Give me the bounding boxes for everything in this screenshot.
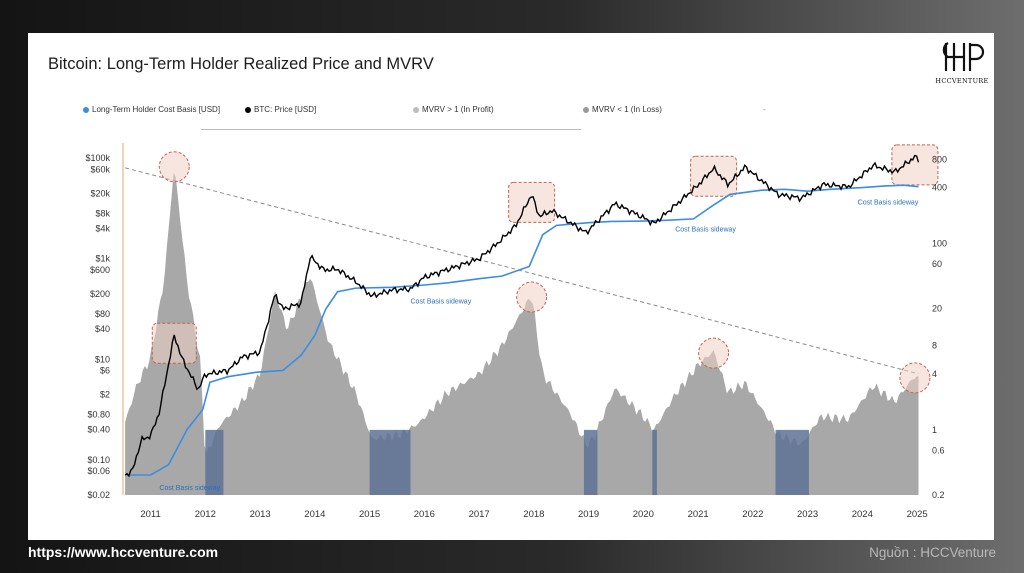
y-right-tick-label: 60 bbox=[932, 259, 942, 269]
cost-basis-annotation: Cost Basis sideway bbox=[159, 485, 220, 492]
legend-tail: - bbox=[763, 105, 766, 114]
x-tick-label: 2018 bbox=[523, 509, 544, 520]
y-left-tick-label: $8k bbox=[95, 208, 110, 218]
legend-item-lth-cost-basis[interactable]: Long-Term Holder Cost Basis [USD] bbox=[83, 105, 220, 114]
x-tick-label: 2012 bbox=[195, 509, 216, 520]
legend-scrollbar[interactable] bbox=[201, 129, 581, 130]
x-tick-label: 2011 bbox=[140, 509, 160, 520]
mvrv-loss-band bbox=[775, 429, 809, 495]
y-left-tick-label: $10 bbox=[95, 354, 110, 364]
legend-dot-icon bbox=[413, 106, 419, 113]
chart-title: Bitcoin: Long-Term Holder Realized Price… bbox=[48, 55, 434, 73]
price-peak-highlight bbox=[891, 144, 939, 186]
cost-basis-annotation: Cost Basis sideway bbox=[858, 199, 919, 206]
y-left-tick-label: $0.80 bbox=[87, 409, 110, 419]
mvrv-peak-highlight bbox=[158, 151, 190, 183]
mvrv-loss-band bbox=[205, 429, 224, 495]
y-left-tick-label: $4k bbox=[95, 223, 110, 233]
x-tick-label: 2021 bbox=[688, 509, 709, 520]
x-tick-label: 2015 bbox=[359, 509, 380, 520]
legend-item-mvrv-profit[interactable]: MVRV > 1 (In Profit) bbox=[413, 105, 494, 114]
mvrv-peak-highlight bbox=[698, 337, 730, 369]
mvrv-loss-band bbox=[369, 429, 411, 495]
legend-label: MVRV > 1 (In Profit) bbox=[422, 105, 494, 114]
y-right-tick-label: 8 bbox=[932, 341, 937, 351]
legend-label: BTC: Price [USD] bbox=[254, 105, 317, 114]
price-peak-highlight bbox=[690, 155, 738, 197]
x-tick-label: 2022 bbox=[742, 509, 763, 520]
y-left-tick-label: $60k bbox=[90, 164, 110, 174]
hp-monogram-logo-icon bbox=[942, 42, 985, 71]
y-right-tick-label: 400 bbox=[932, 182, 947, 192]
legend-dot-icon bbox=[583, 106, 589, 113]
y-left-tick-label: $0.40 bbox=[87, 425, 110, 435]
price-peak-highlight bbox=[151, 322, 197, 364]
chart-card: Bitcoin: Long-Term Holder Realized Price… bbox=[28, 33, 994, 540]
y-left-tick-label: $6 bbox=[100, 365, 110, 375]
y-left-tick-label: $2 bbox=[100, 389, 110, 399]
legend-dot-icon bbox=[83, 106, 89, 113]
x-tick-label: 2024 bbox=[852, 509, 873, 520]
footer-source: Nguồn : HCCVenture bbox=[869, 545, 996, 560]
cost-basis-annotation: Cost Basis sideway bbox=[675, 226, 736, 233]
lth-cost-basis-line bbox=[125, 184, 919, 476]
y-right-tick-label: 4 bbox=[932, 369, 937, 379]
legend-item-mvrv-loss[interactable]: MVRV < 1 (In Loss) bbox=[583, 105, 662, 114]
y-left-tick-label: $40 bbox=[95, 324, 110, 334]
footer-website-link[interactable]: https://www.hccventure.com bbox=[28, 544, 219, 560]
legend-item-btc-price[interactable]: BTC: Price [USD] bbox=[245, 105, 316, 114]
y-left-tick-label: $0.06 bbox=[87, 466, 110, 476]
y-left-tick-label: $20k bbox=[90, 188, 110, 198]
trendline bbox=[124, 167, 919, 375]
y-left-tick-label: $80 bbox=[95, 309, 110, 319]
y-right-tick-label: 0.2 bbox=[932, 490, 945, 500]
logo-text: HCCVENTURE bbox=[935, 77, 989, 85]
x-tick-label: 2019 bbox=[578, 509, 599, 520]
y-left-tick-label: $200 bbox=[90, 289, 110, 299]
y-left-tick-label: $100k bbox=[85, 153, 110, 163]
hccventure-logo: HCCVENTURE bbox=[934, 39, 990, 85]
y-right-tick-label: 20 bbox=[932, 304, 942, 314]
legend-label: Long-Term Holder Cost Basis [USD] bbox=[92, 105, 221, 114]
x-tick-label: 2014 bbox=[304, 509, 325, 520]
mvrv-loss-band bbox=[583, 429, 598, 495]
x-tick-label: 2020 bbox=[633, 509, 654, 520]
legend-dot-icon bbox=[245, 106, 251, 113]
x-tick-label: 2023 bbox=[797, 509, 818, 520]
y-right-tick-label: 100 bbox=[932, 239, 947, 249]
y-right-tick-label: 800 bbox=[932, 154, 947, 164]
y-left-tick-label: $0.02 bbox=[87, 490, 110, 500]
btc-price-line bbox=[124, 154, 920, 478]
mvrv-peak-highlight bbox=[899, 362, 931, 394]
chart-legend: Long-Term Holder Cost Basis [USD] BTC: P… bbox=[83, 105, 783, 135]
y-left-tick-label: $600 bbox=[90, 265, 110, 275]
mvrv-peak-highlight bbox=[516, 281, 548, 313]
y-left-tick-label: $0.10 bbox=[87, 455, 110, 465]
x-tick-label: 2017 bbox=[469, 509, 490, 520]
y-right-tick-label: 0.6 bbox=[932, 446, 945, 456]
mvrv-loss-band bbox=[652, 429, 657, 495]
cost-basis-annotation: Cost Basis sideway bbox=[411, 298, 472, 305]
x-tick-label: 2016 bbox=[414, 509, 435, 520]
x-tick-label: 2025 bbox=[907, 509, 928, 520]
chart-plot: Cost Basis sideway Cost Basis sideway Cost… bbox=[85, 143, 947, 520]
x-tick-label: 2013 bbox=[250, 509, 271, 520]
price-peak-highlight bbox=[508, 181, 556, 223]
y-left-tick-label: $1k bbox=[95, 254, 110, 264]
legend-label: MVRV < 1 (In Loss) bbox=[592, 105, 662, 114]
mvrv-area bbox=[125, 172, 919, 495]
y-right-tick-label: 1 bbox=[932, 425, 937, 435]
